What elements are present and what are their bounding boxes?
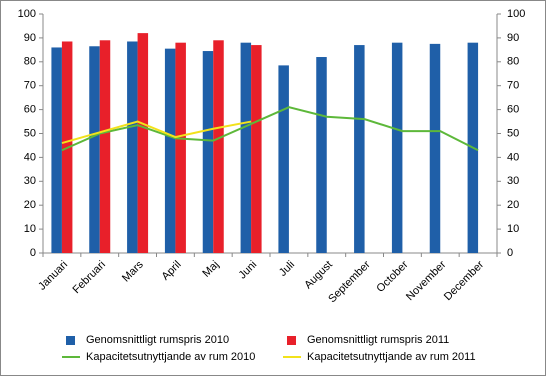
legend-label: Kapacitetsutnyttjande av rum 2010	[86, 351, 255, 363]
bar	[51, 47, 62, 254]
bar	[137, 33, 149, 254]
bar	[354, 45, 365, 253]
y2-tick-label: 0	[507, 247, 513, 259]
y-tick-label: 100	[18, 8, 36, 20]
bar	[175, 42, 186, 254]
y-tick-label: 80	[24, 56, 36, 68]
y2-tick-label: 80	[507, 56, 519, 68]
y-tick-label: 50	[24, 127, 36, 139]
y2-tick-label: 60	[507, 104, 519, 116]
bar	[213, 40, 224, 253]
bar	[429, 43, 441, 253]
y2-tick-label: 90	[507, 32, 519, 44]
y-tick-label: 0	[30, 247, 36, 259]
y-tick-label: 10	[24, 223, 36, 235]
y-tick-label: 90	[24, 32, 36, 44]
bar	[127, 41, 138, 253]
y-tick-label: 20	[24, 199, 36, 211]
line	[61, 120, 252, 145]
legend-swatch	[66, 336, 75, 345]
bar	[278, 65, 289, 253]
bar	[240, 42, 252, 254]
bar	[391, 42, 403, 254]
bar	[316, 57, 327, 253]
y2-tick-label: 30	[507, 175, 519, 187]
bar	[164, 48, 176, 253]
bar	[99, 40, 111, 253]
y-tick-label: 40	[24, 151, 36, 163]
y2-tick-label: 10	[507, 223, 519, 235]
legend-label: Genomsnittligt rumspris 2010	[86, 334, 229, 346]
y2-tick-label: 100	[507, 8, 525, 20]
bar	[202, 51, 214, 253]
y2-tick-label: 50	[507, 127, 519, 139]
y2-tick-label: 20	[507, 199, 519, 211]
bar	[251, 45, 262, 253]
bar	[89, 46, 100, 253]
y2-tick-label: 70	[507, 80, 519, 92]
line	[61, 106, 479, 152]
y-tick-label: 60	[24, 104, 36, 116]
y-tick-label: 30	[24, 175, 36, 187]
legend-swatch	[287, 336, 296, 345]
legend-label: Kapacitetsutnyttjande av rum 2011	[307, 351, 476, 363]
y-tick-label: 70	[24, 80, 36, 92]
legend-label: Genomsnittligt rumspris 2011	[307, 334, 449, 346]
y2-tick-label: 40	[507, 151, 519, 163]
